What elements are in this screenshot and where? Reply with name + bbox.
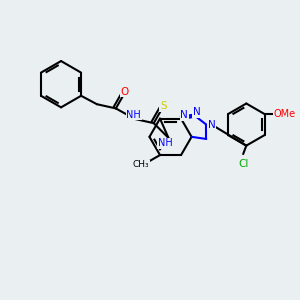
Text: O: O [120,87,128,97]
Text: OMe: OMe [274,109,296,119]
Text: S: S [160,101,166,111]
Text: NH: NH [158,138,173,148]
Text: CH₃: CH₃ [133,160,149,169]
Text: N: N [180,110,188,121]
Text: NH: NH [126,110,141,120]
Text: Cl: Cl [238,158,248,169]
Text: N: N [193,107,201,117]
Text: N: N [208,120,215,130]
